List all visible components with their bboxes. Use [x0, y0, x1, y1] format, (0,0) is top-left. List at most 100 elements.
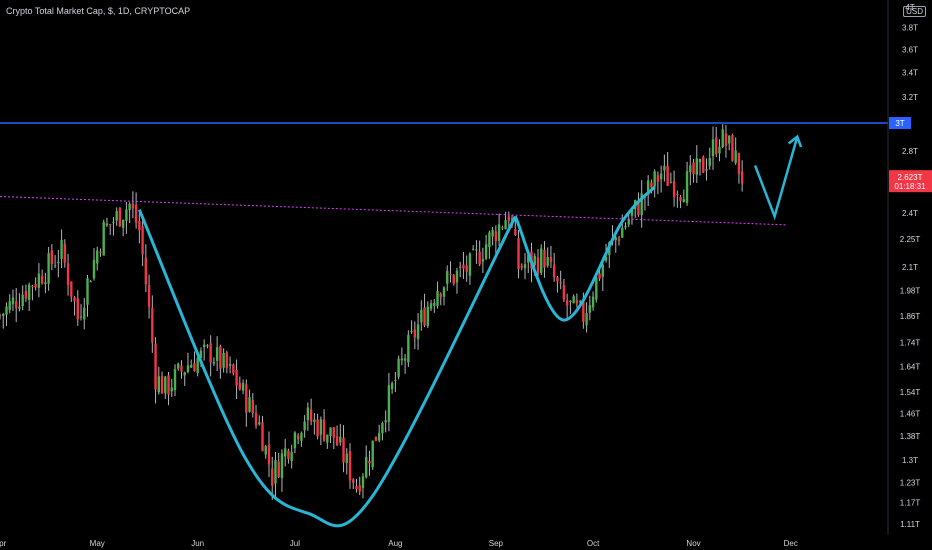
current-price-label: 2.623T — [898, 173, 923, 182]
candle-body — [92, 259, 96, 279]
candle-body — [569, 300, 572, 302]
candle-body — [572, 296, 575, 304]
candle-body — [578, 301, 582, 303]
candle-body — [640, 193, 643, 216]
candle-body — [144, 257, 148, 285]
currency-button[interactable]: USD — [903, 6, 926, 17]
candle-body — [614, 237, 617, 241]
candle-body — [335, 436, 339, 445]
price-tick-label: 1.64T — [900, 363, 921, 372]
candle-body — [488, 232, 491, 248]
candle-body — [504, 220, 507, 230]
candle-body — [484, 244, 488, 259]
candle-body — [248, 397, 251, 412]
candle-body — [309, 409, 313, 422]
candle-body — [361, 476, 365, 488]
candle-body — [546, 257, 549, 266]
candle-body — [0, 315, 2, 317]
candle-body — [345, 453, 348, 464]
candle-body — [459, 266, 462, 268]
time-tick-label: Sep — [489, 539, 504, 548]
candle-body — [89, 281, 92, 283]
candle-body — [575, 300, 579, 304]
candle-body — [57, 261, 60, 264]
time-tick-label: Dec — [784, 539, 798, 548]
candle-body — [352, 479, 355, 483]
candle-body — [617, 238, 621, 241]
candle-body — [11, 297, 15, 304]
price-tick-label: 3.2T — [902, 93, 918, 102]
candle-body — [416, 324, 420, 340]
candle-body — [721, 129, 724, 148]
candle-body — [556, 277, 559, 282]
candle-body — [342, 437, 345, 463]
candle-body — [711, 139, 715, 157]
candle-body — [326, 434, 329, 443]
candle-body — [241, 383, 245, 391]
candle-body — [154, 343, 157, 390]
price-tick-label: 1.54T — [900, 388, 921, 397]
candle-body — [251, 399, 254, 414]
candle-body — [358, 485, 361, 492]
candle-body — [598, 273, 601, 279]
candle-body — [708, 157, 711, 166]
candle-body — [449, 273, 452, 275]
candle-body — [202, 344, 206, 348]
candle-body — [319, 419, 323, 435]
price-tick-label: 2.8T — [902, 147, 918, 156]
candle-body — [70, 281, 73, 297]
candle-body — [277, 461, 280, 478]
candle-body — [118, 208, 122, 227]
candle-body — [157, 376, 161, 393]
time-tick-label: Jul — [290, 539, 300, 548]
candle-body — [53, 265, 57, 267]
candle-body — [377, 433, 381, 441]
price-tick-label: 2.1T — [902, 263, 918, 272]
candle-body — [24, 290, 28, 299]
candle-body — [656, 175, 660, 182]
price-tick-label: 1.86T — [900, 312, 921, 321]
candle-body — [83, 307, 86, 320]
time-tick-label: Apr — [0, 539, 7, 548]
candle-body — [332, 427, 336, 438]
candle-body — [439, 293, 442, 297]
candle-body — [167, 375, 170, 395]
candle-body — [365, 457, 368, 478]
candle-body — [60, 239, 63, 259]
projection-arrowhead — [787, 134, 803, 148]
candle-body — [280, 453, 284, 479]
candle-body — [258, 422, 261, 425]
price-tick-label: 1.23T — [900, 479, 921, 488]
candle-body — [313, 419, 316, 423]
chart-title: Crypto Total Market Cap, $, 1D, CRYPTOCA… — [6, 6, 191, 16]
candle-body — [115, 211, 118, 221]
candle-body — [692, 162, 695, 175]
candle-body — [303, 421, 306, 431]
candle-body — [582, 300, 585, 322]
candle-body — [66, 263, 70, 286]
candle-body — [15, 301, 18, 309]
candle-body — [131, 203, 135, 209]
candle-body — [8, 301, 11, 310]
candle-body — [296, 435, 300, 440]
handle-curve — [513, 185, 656, 322]
candle-body — [108, 224, 112, 226]
candle-body — [186, 365, 190, 372]
candle-body — [507, 216, 511, 221]
candle-body — [436, 291, 439, 307]
candle-body — [737, 152, 741, 175]
resistance-tag — [889, 117, 911, 130]
candle-body — [702, 156, 705, 173]
candle-body — [2, 313, 5, 317]
candle-body — [630, 209, 634, 216]
price-tick-label: 4T — [905, 3, 914, 12]
candle-body — [565, 300, 569, 306]
candle-body — [468, 253, 472, 276]
candle-body — [637, 202, 640, 216]
candle-body — [160, 376, 164, 394]
candle-body — [170, 387, 173, 392]
candle-body — [96, 250, 99, 264]
price-tick-label: 1.11T — [900, 520, 920, 529]
candle-body — [663, 165, 666, 171]
